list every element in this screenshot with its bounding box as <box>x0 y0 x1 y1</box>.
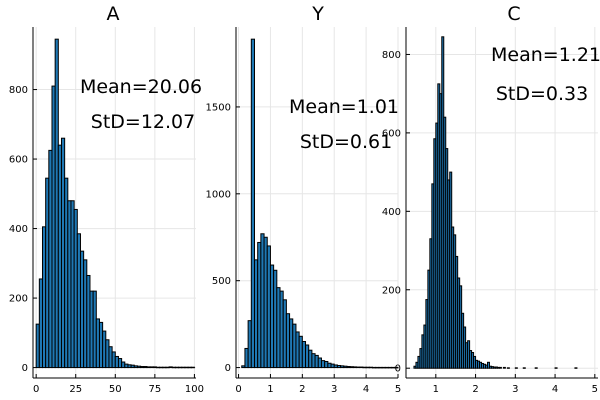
panel-title: C <box>507 3 520 25</box>
x-tick-label: 75 <box>148 384 161 395</box>
y-tick-label: 200 <box>9 294 28 305</box>
x-tick-label: 2 <box>472 384 478 395</box>
histogram-bar <box>250 38 255 369</box>
x-tick-label: 3 <box>331 384 337 395</box>
x-tick-label: 50 <box>109 384 122 395</box>
mean-annotation: Mean=1.01 <box>289 96 399 118</box>
mean-annotation: Mean=20.06 <box>80 76 202 98</box>
y-tick-label: 0 <box>22 363 28 374</box>
x-tick-label: 5 <box>395 384 401 395</box>
x-tick-label: 4 <box>552 384 558 395</box>
y-tick-label: 0 <box>395 364 401 375</box>
histogram-bar <box>514 367 518 369</box>
x-tick-label: 0 <box>33 384 39 395</box>
histogram-bar <box>502 366 506 369</box>
y-tick-label: 600 <box>382 128 401 139</box>
std-annotation: StD=0.33 <box>496 83 588 105</box>
x-tick-label: 2 <box>299 384 305 395</box>
x-tick-label: 4 <box>363 384 369 395</box>
x-tick-label: 100 <box>185 384 204 395</box>
y-tick-label: 800 <box>382 50 401 61</box>
histogram-bar <box>522 367 526 369</box>
histogram-bar <box>506 367 510 369</box>
y-tick-label: 1000 <box>206 189 231 200</box>
histogram-bar <box>190 366 195 369</box>
histogram-bar <box>534 367 538 369</box>
histogram-bar <box>574 367 578 369</box>
mean-annotation: Mean=1.21 <box>491 44 600 66</box>
y-tick-label: 600 <box>9 155 28 166</box>
y-tick-label: 400 <box>9 224 28 235</box>
x-tick-label: 1 <box>433 384 439 395</box>
std-annotation: StD=12.07 <box>91 111 195 133</box>
std-annotation: StD=0.61 <box>300 131 392 153</box>
histogram-bar <box>486 361 490 369</box>
x-tick-label: 1 <box>267 384 273 395</box>
x-tick-label: 5 <box>592 384 598 395</box>
y-tick-label: 200 <box>382 285 401 296</box>
y-tick-label: 500 <box>212 276 231 287</box>
panel-title: Y <box>311 3 324 25</box>
histogram-bar <box>394 366 399 369</box>
y-tick-label: 0 <box>225 363 231 374</box>
histogram-bar <box>498 366 502 369</box>
y-tick-label: 1500 <box>206 102 231 113</box>
x-tick-label: 3 <box>512 384 518 395</box>
y-tick-label: 400 <box>382 207 401 218</box>
x-tick-label: 25 <box>69 384 82 395</box>
histogram-bar <box>554 367 558 369</box>
y-tick-label: 800 <box>9 85 28 96</box>
panel-title: A <box>107 3 120 25</box>
x-tick-label: 0 <box>235 384 241 395</box>
